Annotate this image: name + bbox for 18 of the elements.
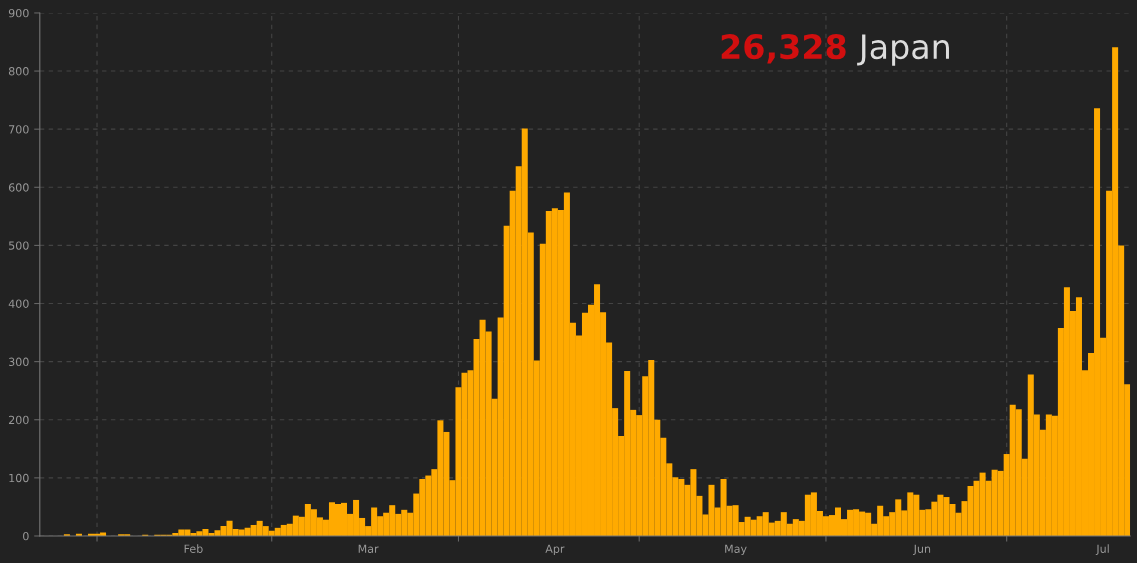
y-tick-label: 300: [9, 357, 29, 367]
y-tick-label: 900: [8, 8, 29, 18]
x-tick-label: Feb: [184, 544, 203, 553]
annotation: 26,328: [721, 34, 846, 64]
x-tick-label: Jul: [1095, 544, 1109, 555]
x-tick-label: Mar: [358, 544, 379, 553]
y-tick-label: 400: [8, 299, 29, 308]
y-tick-label: 700: [9, 125, 29, 134]
y-tick-label: 600: [8, 183, 29, 192]
y-tick-label: 200: [8, 415, 29, 425]
y-tick-label: 500: [9, 241, 29, 250]
x-tick-label: Jun: [913, 544, 931, 555]
x-tick-label: May: [725, 544, 747, 556]
annotation: Japan: [857, 34, 949, 66]
y-tick-label: 100: [9, 473, 29, 483]
y-tick-label: 800: [8, 67, 29, 76]
y-tick-label: 0: [23, 531, 29, 541]
x-tick-label: Apr: [545, 544, 565, 556]
